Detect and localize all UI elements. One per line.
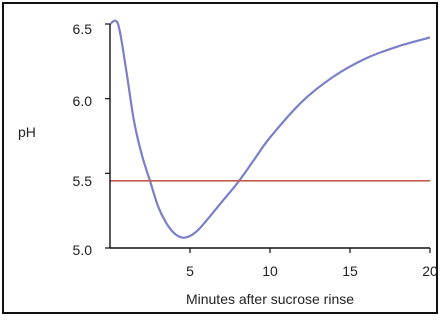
- chart-frame: [2, 2, 438, 314]
- y-tick-label: 5.5: [73, 173, 93, 189]
- x-tick-label: 15: [342, 263, 358, 279]
- x-axis-title: Minutes after sucrose rinse: [186, 291, 354, 307]
- x-tick-label: 20: [422, 263, 438, 279]
- x-tick-label: 5: [186, 263, 194, 279]
- y-tick-label: 5.0: [73, 242, 93, 258]
- axis-ticks: [105, 23, 431, 253]
- y-tick-label: 6.0: [73, 93, 93, 109]
- y-axis-title: pH: [18, 124, 36, 140]
- y-tick-label: 6.5: [73, 21, 93, 37]
- x-tick-label: 10: [262, 263, 278, 279]
- series-line: [109, 19, 431, 239]
